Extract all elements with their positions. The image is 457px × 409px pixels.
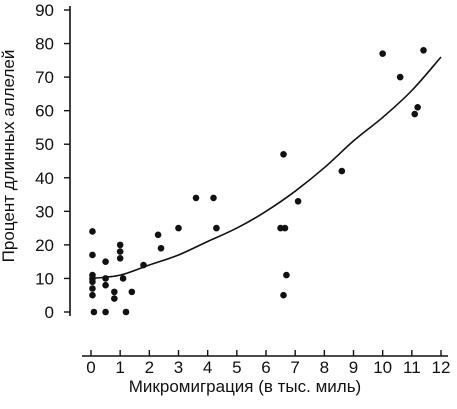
- data-point: [379, 50, 386, 57]
- data-point: [411, 110, 419, 118]
- x-tick-label: 9: [349, 358, 358, 377]
- x-tick-label: 8: [320, 358, 329, 377]
- data-point: [280, 291, 287, 299]
- data-point: [102, 275, 109, 282]
- data-point: [89, 291, 96, 299]
- trend-curve: [90, 56, 442, 280]
- x-tick-label: 2: [145, 358, 154, 377]
- data-point: [116, 241, 124, 249]
- data-point: [281, 224, 289, 232]
- data-point: [102, 258, 109, 265]
- x-tick-label: 1: [115, 358, 124, 377]
- data-point: [283, 271, 290, 279]
- x-tick-label: 12: [432, 358, 451, 377]
- x-tick-label: 3: [174, 358, 183, 377]
- x-axis-title: Микромиграция (в тыс. миль): [129, 377, 361, 396]
- data-point: [102, 308, 109, 316]
- y-tick-label: 70: [35, 68, 54, 87]
- data-point: [122, 308, 130, 316]
- x-tick-label: 7: [290, 358, 299, 377]
- data-point: [192, 194, 200, 202]
- data-point: [89, 278, 96, 286]
- data-point: [119, 275, 127, 282]
- x-ticks: 0 1 2 3 4 5 6 7 8 9 10 11 12: [86, 350, 450, 377]
- data-point: [102, 281, 109, 289]
- data-point: [140, 261, 147, 269]
- data-point: [294, 197, 302, 205]
- x-tick-label: 11: [403, 358, 421, 377]
- data-point: [414, 104, 421, 111]
- data-point: [396, 73, 404, 81]
- y-axis-title: Процент длинных аллелей: [0, 50, 18, 263]
- x-tick-label: 4: [203, 358, 212, 377]
- x-tick-label: 10: [373, 358, 392, 377]
- data-point: [175, 224, 182, 232]
- y-tick-label: 30: [35, 202, 54, 221]
- data-point: [420, 46, 427, 54]
- data-point: [128, 288, 136, 296]
- data-point: [90, 308, 98, 316]
- data-point: [116, 248, 124, 255]
- y-tick-label: 50: [35, 135, 54, 154]
- axes: [69, 6, 448, 357]
- data-point: [111, 288, 118, 296]
- data-point: [210, 194, 217, 202]
- data-point: [213, 224, 220, 232]
- data-points: [89, 46, 427, 316]
- y-tick-label: 60: [35, 102, 54, 121]
- y-tick-label: 10: [35, 269, 54, 288]
- data-point: [280, 150, 287, 158]
- y-tick-label: 0: [45, 303, 54, 322]
- x-tick-label: 0: [86, 358, 95, 377]
- data-point: [89, 251, 96, 259]
- y-tick-label: 80: [35, 35, 54, 54]
- x-tick-label: 5: [232, 358, 241, 377]
- data-point: [338, 167, 346, 175]
- data-point: [157, 244, 165, 252]
- data-point: [154, 231, 162, 239]
- data-point: [116, 255, 124, 262]
- x-tick-label: 6: [261, 358, 270, 377]
- y-tick-label: 40: [35, 169, 54, 188]
- data-point: [111, 295, 118, 302]
- y-tick-label: 20: [35, 236, 54, 255]
- data-point: [89, 285, 96, 292]
- y-tick-label: 90: [35, 1, 54, 20]
- y-ticks: 0 10 20 30 40 50 60 70 80 90: [35, 1, 70, 322]
- data-point: [89, 228, 96, 235]
